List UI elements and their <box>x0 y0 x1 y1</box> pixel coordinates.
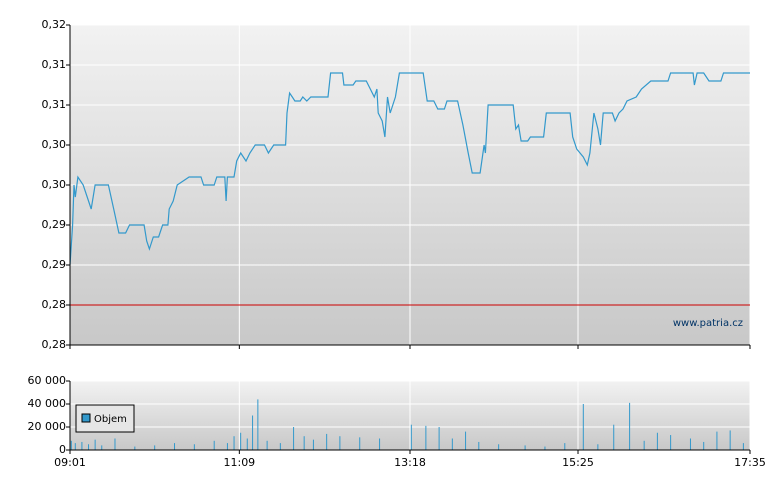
volume-bar <box>629 402 631 450</box>
volume-bar <box>114 438 116 450</box>
x-tick-label: 09:01 <box>54 456 86 469</box>
volume-bar <box>257 399 259 450</box>
volume-bar <box>174 443 176 450</box>
volume-bar <box>564 443 566 450</box>
grid-layer <box>66 24 751 454</box>
y-tick-label: 0,28 <box>42 298 67 311</box>
x-tick-label: 15:25 <box>562 456 594 469</box>
volume-bar <box>226 443 228 450</box>
volume-bar <box>613 424 615 450</box>
volume-bar <box>193 444 195 450</box>
y-tick-label: 0 <box>59 443 66 456</box>
volume-bar <box>670 435 672 450</box>
volume-bar <box>74 443 76 450</box>
volume-bar <box>213 440 215 450</box>
volume-bar <box>70 440 72 450</box>
volume-bar <box>656 432 658 450</box>
watermark: www.patria.cz <box>673 318 743 329</box>
y-tick-label: 0,31 <box>42 58 67 71</box>
x-tick-label: 13:18 <box>394 456 426 469</box>
volume-bar <box>465 431 467 450</box>
legend-label: Objem <box>94 414 127 425</box>
y-tick-label: 40 000 <box>28 397 67 410</box>
volume-bar <box>88 444 90 450</box>
y-tick-label: 0,29 <box>42 258 67 271</box>
volume-bar <box>81 441 83 450</box>
volume-bar <box>101 445 103 450</box>
price-line <box>69 72 750 266</box>
volume-bar <box>498 444 500 450</box>
volume-bar <box>703 441 705 450</box>
volume-bar <box>438 427 440 450</box>
volume-bar <box>359 437 361 450</box>
volume-bar <box>293 427 295 450</box>
legend-swatch <box>81 413 91 423</box>
volume-bar <box>94 439 96 450</box>
volume-bar <box>729 430 731 450</box>
y-tick-label: 0,31 <box>42 98 67 111</box>
volume-bar <box>134 446 136 450</box>
volume-bar <box>716 431 718 450</box>
volume-bar <box>582 404 584 450</box>
y-tick-label: 0,29 <box>42 218 67 231</box>
x-tick-label: 17:35 <box>734 456 766 469</box>
y-tick-label: 60 000 <box>28 374 67 387</box>
y-tick-label: 0,28 <box>42 338 67 351</box>
volume-bar <box>246 438 248 450</box>
volume-bar <box>597 444 599 450</box>
volume-bar <box>451 438 453 450</box>
y-tick-label: 0,30 <box>42 178 67 191</box>
volume-bar <box>410 424 412 450</box>
volume-bar <box>312 439 314 450</box>
volume-bar <box>478 441 480 450</box>
y-tick-label: 0,30 <box>42 138 67 151</box>
volume-bar <box>689 438 691 450</box>
volume-bar <box>379 438 381 450</box>
volume-bar <box>233 436 235 450</box>
volume-bar <box>544 446 546 450</box>
volume-bar <box>339 436 341 450</box>
volume-bar <box>643 440 645 450</box>
volume-bar <box>154 445 156 450</box>
y-tick-label: 0,32 <box>42 18 67 31</box>
y-tick-label: 20 000 <box>28 420 67 433</box>
volume-bar <box>252 415 254 450</box>
volume-bar <box>240 432 242 450</box>
volume-bar <box>425 425 427 450</box>
volume-bar <box>742 443 744 450</box>
volume-bar <box>279 443 281 450</box>
volume-bar <box>524 445 526 450</box>
volume-bar <box>303 436 305 450</box>
x-tick-label: 11:09 <box>223 456 255 469</box>
volume-bar <box>266 440 268 450</box>
volume-bar <box>326 433 328 450</box>
marks-layer <box>69 72 750 450</box>
